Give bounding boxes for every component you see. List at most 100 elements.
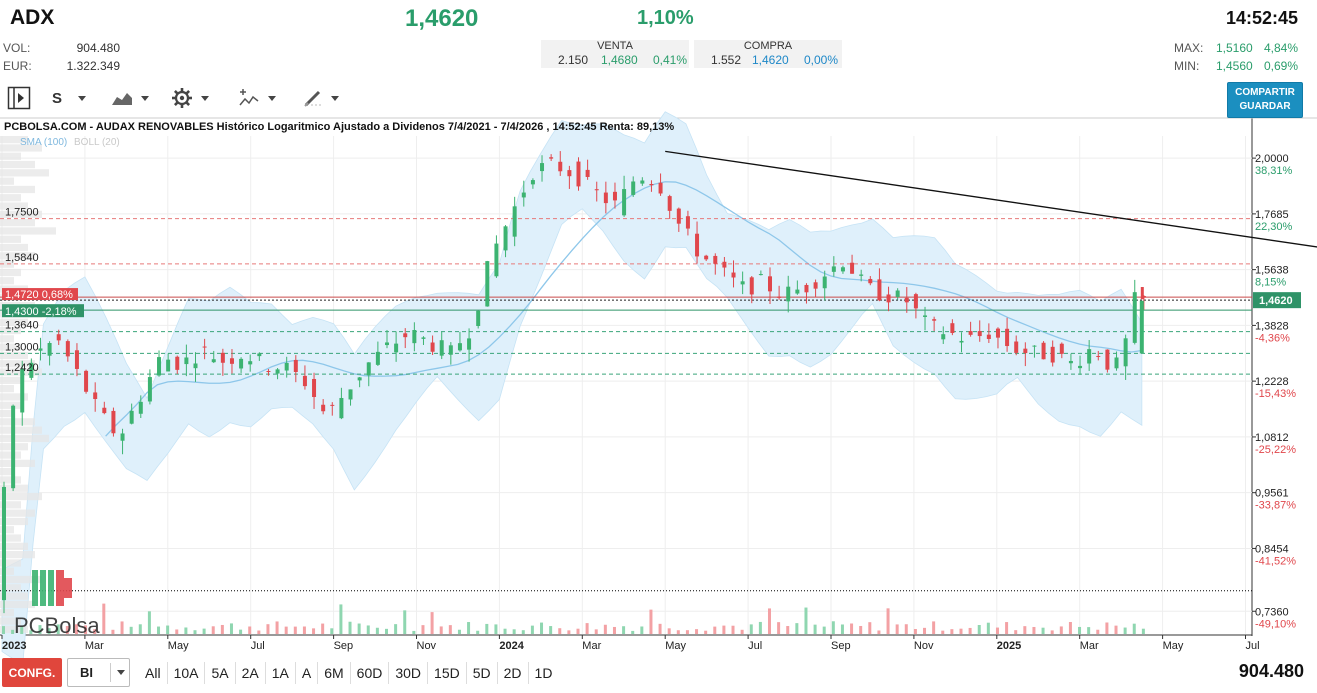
indicators-selector[interactable]: [238, 86, 276, 110]
volume-bar: [913, 628, 917, 634]
candle-body: [166, 359, 171, 372]
chart-type-selector[interactable]: [111, 86, 149, 110]
x-tick-label: 2025: [997, 640, 1021, 652]
y-tick-pct: 8,15%: [1255, 277, 1286, 289]
volume-profile-bar: [0, 335, 14, 343]
candle-body: [840, 267, 845, 272]
config-button[interactable]: CONFG.: [2, 658, 62, 687]
volume-bar: [923, 627, 927, 634]
range-1d[interactable]: 1D: [534, 664, 553, 681]
candle-body: [1041, 342, 1046, 360]
panel-toggle-button[interactable]: [7, 86, 31, 110]
trendline: [665, 150, 1317, 248]
candle-body: [722, 261, 727, 268]
range-5d[interactable]: 5D: [467, 661, 498, 684]
candle-body: [339, 397, 344, 419]
volume-bar: [740, 629, 744, 634]
legend-sma[interactable]: SMA (100): [20, 137, 68, 148]
drawing-selector[interactable]: [303, 86, 339, 110]
volume-bar: [457, 629, 461, 634]
candle-body: [631, 181, 636, 195]
settings-selector[interactable]: [171, 86, 209, 110]
drawing-pen-icon: [304, 90, 321, 107]
sell-qty: 2.150: [558, 53, 589, 67]
volume-profile-bar: [0, 252, 35, 260]
volume-bar: [603, 624, 607, 634]
candle-body: [1087, 349, 1092, 364]
volume-bar: [175, 629, 179, 634]
candle-body: [403, 333, 408, 338]
volume-bar: [302, 626, 306, 634]
range-all[interactable]: All: [139, 661, 168, 684]
volume-bar: [439, 626, 443, 634]
y-tick-pct: 22,30%: [1255, 221, 1293, 233]
volume-bar: [284, 626, 288, 634]
y-tick-price: 1,5638: [1255, 265, 1289, 277]
y-tick-price: 0,8454: [1255, 543, 1289, 555]
legend-boll[interactable]: BOLL (20): [74, 137, 120, 148]
volume-profile-bar: [0, 501, 21, 509]
chevron-down-icon: [78, 95, 87, 101]
volume-bar: [366, 625, 370, 634]
candle-body: [430, 342, 435, 352]
candle-body: [695, 233, 700, 257]
share-save-button[interactable]: COMPARTIR GUARDAR: [1227, 82, 1303, 118]
volume-profile-bar: [0, 318, 28, 326]
y-tick-pct: -41,52%: [1255, 555, 1296, 567]
range-a[interactable]: A: [296, 661, 319, 684]
range-2a[interactable]: 2A: [236, 661, 266, 684]
chevron-down-icon[interactable]: [110, 663, 130, 682]
range-2d[interactable]: 2D: [498, 661, 529, 684]
candle-body: [202, 346, 207, 348]
tag-low: [2, 304, 84, 318]
range-6m[interactable]: 6M: [318, 661, 351, 684]
candle-body: [485, 261, 490, 307]
volume-bar: [804, 607, 808, 634]
volume-profile-bar: [0, 584, 21, 592]
tag-high-text: 1,4720 0,68%: [5, 289, 73, 301]
volume-bar: [631, 630, 635, 634]
y-tick-price: 1,0812: [1255, 432, 1289, 444]
max-stat: MAX: 1,5160 4,84%: [1174, 41, 1298, 55]
range-5a[interactable]: 5A: [205, 661, 236, 684]
volume-bar: [1123, 627, 1127, 634]
candle-body: [1050, 346, 1055, 363]
candle-body: [1078, 365, 1083, 369]
candle-body: [603, 192, 608, 204]
volume-bar: [1059, 626, 1063, 634]
volume-profile-bar: [0, 609, 14, 617]
volume-bar: [20, 626, 24, 634]
chevron-down-icon: [331, 95, 339, 101]
candle-body: [29, 362, 34, 378]
series-selector[interactable]: S: [52, 86, 87, 110]
range-30d[interactable]: 30D: [389, 661, 429, 684]
left-level-label: 1,5840: [5, 252, 39, 264]
volume-bar: [56, 624, 60, 634]
candle-body: [868, 278, 873, 284]
volume-profile-bar: [0, 451, 21, 459]
candle-body: [375, 351, 380, 365]
volume-profile-bar: [0, 526, 14, 534]
volume-bar: [29, 630, 33, 634]
range-10a[interactable]: 10A: [168, 661, 206, 684]
volume-profile-bar: [0, 177, 14, 185]
candle-body: [476, 310, 481, 326]
volume-profile-bar: [0, 351, 28, 360]
logo-bar: [64, 578, 72, 598]
interval-select[interactable]: BI: [67, 658, 130, 687]
candle-body: [102, 407, 107, 414]
candle-body: [1059, 343, 1064, 354]
range-60d[interactable]: 60D: [351, 661, 390, 684]
candle-body: [321, 404, 326, 412]
volume-profile-bar: [0, 160, 35, 169]
y-tick-pct: -33,87%: [1255, 500, 1296, 512]
range-15d[interactable]: 15D: [428, 661, 467, 684]
candle-body: [786, 286, 791, 302]
eur-stat: EUR: 1.322.349: [3, 59, 120, 73]
volume-bar: [585, 623, 589, 634]
candle-body: [530, 180, 535, 185]
range-1a[interactable]: 1A: [266, 661, 296, 684]
chevron-down-icon: [268, 95, 276, 101]
quote-time: 14:52:45: [1225, 8, 1298, 28]
